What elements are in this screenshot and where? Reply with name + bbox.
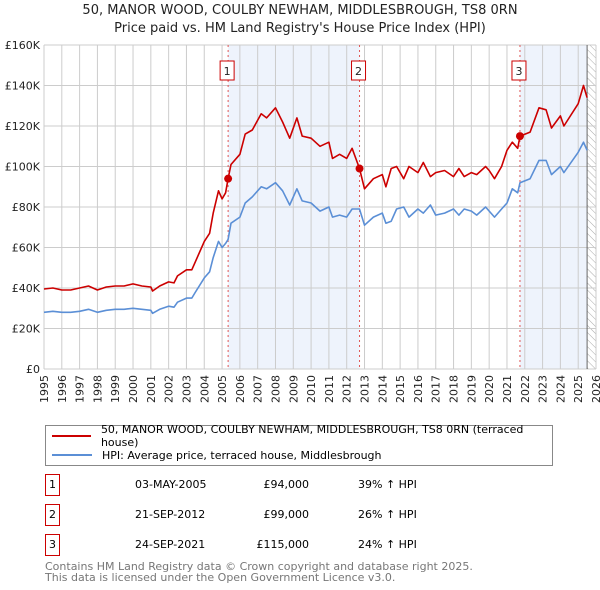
x-tick-label: 2007: [252, 375, 265, 403]
sale-date: 24-SEP-2021: [135, 538, 206, 551]
x-tick-label: 2015: [394, 375, 407, 403]
sale-label: 3: [515, 65, 522, 78]
sale-number-badge: 2: [45, 504, 60, 526]
x-tick-label: 2006: [234, 375, 247, 403]
x-tick-label: 1996: [56, 375, 69, 403]
sale-label-box: [351, 60, 367, 81]
sale-label-box: [219, 60, 235, 81]
x-tick-label: 1997: [74, 375, 87, 403]
x-tick-label: 2008: [269, 375, 282, 403]
sale-point: [224, 174, 233, 183]
y-tick-label: £40K: [12, 282, 41, 295]
legend-swatch-blue: [52, 454, 92, 456]
x-tick-label: 2004: [198, 375, 211, 403]
x-tick-label: 2016: [412, 375, 425, 403]
sale-label-box: [511, 60, 527, 81]
legend-label: HPI: Average price, terraced house, Midd…: [102, 448, 382, 462]
y-tick-label: £100K: [5, 161, 41, 174]
y-tick-label: £140K: [5, 80, 41, 93]
legend-item-property: 50, MANOR WOOD, COULBY NEWHAM, MIDDLESBR…: [52, 423, 552, 449]
x-tick-label: 2019: [465, 375, 478, 403]
y-tick-label: £80K: [12, 201, 41, 214]
y-tick-label: £20K: [12, 323, 41, 336]
x-tick-label: 2024: [554, 375, 567, 403]
sale-date: 03-MAY-2005: [135, 478, 207, 491]
x-tick-label: 2023: [537, 375, 550, 403]
x-tick-label: 2014: [376, 375, 389, 403]
x-tick-label: 2018: [448, 375, 461, 403]
x-tick-label: 2017: [430, 375, 443, 403]
x-tick-label: 1998: [91, 375, 104, 403]
sale-hpi-diff: 26% ↑ HPI: [358, 508, 417, 521]
x-tick-label: 2001: [145, 375, 158, 403]
x-tick-label: 2012: [341, 375, 354, 403]
x-tick-label: 2011: [323, 375, 336, 403]
x-tick-label: 2005: [216, 375, 229, 403]
legend-swatch-red: [52, 435, 91, 437]
legend-item-hpi: HPI: Average price, terraced house, Midd…: [52, 447, 382, 463]
sale-hpi-diff: 24% ↑ HPI: [358, 538, 417, 551]
sale-point: [515, 132, 524, 141]
sale-number-badge: 3: [45, 534, 60, 556]
sale-label: 1: [224, 65, 231, 78]
legend-label: 50, MANOR WOOD, COULBY NEWHAM, MIDDLESBR…: [100, 423, 524, 449]
sale-price: £115,000: [256, 538, 310, 551]
x-tick-label: 2009: [287, 375, 300, 403]
sale-price: £94,000: [263, 478, 310, 491]
sale-label: 2: [355, 65, 362, 78]
x-tick-label: 1999: [109, 375, 122, 403]
sale-row: 3 24-SEP-2021 £115,000 24% ↑ HPI: [45, 534, 545, 556]
chart-subtitle: Price paid vs. HM Land Registry's House …: [114, 21, 486, 36]
sale-price: £99,000: [263, 508, 310, 521]
x-tick-label: 2026: [590, 375, 600, 403]
footer-licence: This data is licensed under the Open Gov…: [45, 571, 396, 584]
footer-copyright: Contains HM Land Registry data © Crown c…: [45, 560, 473, 573]
y-tick-label: £60K: [12, 242, 41, 255]
hpi-series-line: [43, 141, 588, 315]
sale-point: [355, 164, 364, 173]
sale-hpi-diff: 39% ↑ HPI: [358, 478, 417, 491]
x-tick-label: 2010: [305, 375, 318, 403]
sale-date: 21-SEP-2012: [135, 508, 206, 521]
x-tick-label: 1995: [38, 375, 51, 403]
y-tick-label: £0: [26, 363, 40, 376]
legend: 50, MANOR WOOD, COULBY NEWHAM, MIDDLESBR…: [45, 423, 553, 466]
y-tick-label: £120K: [5, 120, 41, 133]
chart-title: 50, MANOR WOOD, COULBY NEWHAM, MIDDLESBR…: [82, 3, 518, 18]
price-chart: 1995 1996 1997 1998 1999 2000 2001 2002 2003 2004…: [5, 39, 600, 403]
x-tick-label: 2013: [359, 375, 372, 403]
property-series-line: [43, 84, 588, 292]
x-tick-label: 2000: [127, 375, 140, 403]
x-tick-label: 2002: [163, 375, 176, 403]
x-tick-label: 2020: [483, 375, 496, 403]
x-tick-label: 2003: [180, 375, 193, 403]
sale-row: 1 03-MAY-2005 £94,000 39% ↑ HPI: [45, 474, 545, 496]
sale-number-badge: 1: [45, 474, 60, 496]
y-tick-label: £160K: [5, 39, 41, 52]
x-tick-label: 2021: [501, 375, 514, 403]
x-tick-label: 2025: [572, 375, 585, 403]
x-tick-label: 2022: [519, 375, 532, 403]
sale-row: 2 21-SEP-2012 £99,000 26% ↑ HPI: [45, 504, 545, 526]
